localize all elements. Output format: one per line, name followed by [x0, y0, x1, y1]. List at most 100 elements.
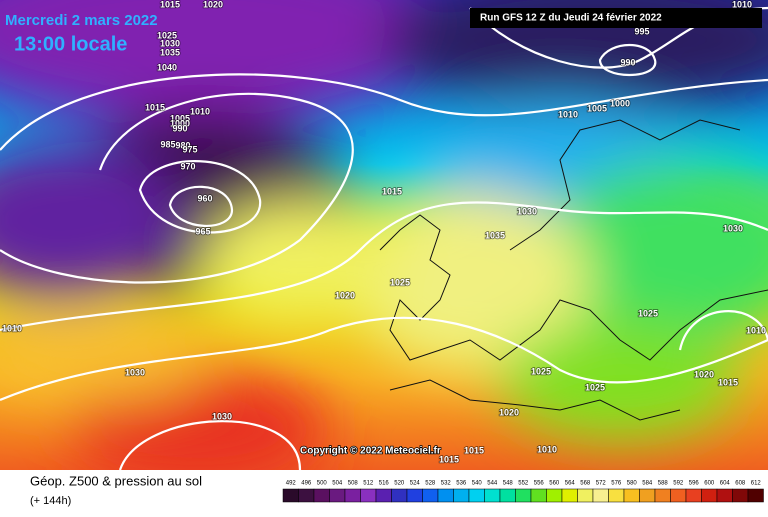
- isobar-label: 1010: [2, 323, 22, 333]
- isobar-label: 1015: [145, 102, 165, 112]
- isobar-label: 1035: [160, 47, 180, 57]
- scale-swatch: [654, 488, 671, 503]
- scale-swatch: [716, 488, 733, 503]
- isobar-label: 1015: [160, 0, 180, 9]
- forecast-date: Mercredi 2 mars 2022: [5, 12, 158, 29]
- color-scale: 492 496 500 504 508 512 516 520 524 528 532 536 540 5…: [282, 481, 764, 503]
- forecast-time: 13:00 locale: [14, 33, 127, 55]
- isobar-label: 1015: [439, 454, 459, 464]
- scale-swatch: [282, 488, 299, 503]
- scale-swatch: [577, 488, 594, 503]
- scale-swatch: [298, 488, 315, 503]
- run-box: [470, 8, 762, 28]
- isobar-label: 1010: [537, 444, 557, 454]
- isobar-label: 975: [182, 144, 197, 154]
- isobar-label: 1015: [718, 377, 738, 387]
- isobar-label: 1020: [335, 290, 355, 300]
- isobar-label: 1010: [732, 0, 752, 9]
- scale-label: 580: [627, 481, 638, 487]
- scale-swatch: [701, 488, 718, 503]
- scale-label: 496: [301, 481, 312, 487]
- scale-swatch: [360, 488, 377, 503]
- isobar-label: 970: [180, 161, 195, 171]
- isobar-label: 1020: [499, 407, 519, 417]
- isobar-label: 1020: [203, 0, 223, 9]
- scale-label: 504: [332, 481, 343, 487]
- scale-swatch: [592, 488, 609, 503]
- isobar-label: 965: [195, 226, 210, 236]
- scale-swatch: [344, 488, 361, 503]
- scale-label: 524: [410, 481, 421, 487]
- isobar-label: 995: [634, 26, 649, 36]
- copyright: Copyright © 2022 Meteociel.fr: [300, 446, 441, 457]
- isobar-label: 1030: [723, 223, 743, 233]
- isobar-label: 1015: [382, 186, 402, 196]
- scale-swatch: [685, 488, 702, 503]
- scale-swatch: [313, 488, 330, 503]
- isobar-label: 1025: [585, 382, 605, 392]
- isobar-label: 1025: [157, 30, 177, 40]
- scale-label: 516: [379, 481, 390, 487]
- scale-swatch: [437, 488, 454, 503]
- isobar-label: 1040: [157, 62, 177, 72]
- scale-label: 508: [348, 481, 359, 487]
- scale-swatch: [468, 488, 485, 503]
- scale-label: 596: [689, 481, 700, 487]
- isobar-label: 1010: [558, 109, 578, 119]
- isobar-label: 1015: [464, 445, 484, 455]
- scale-label: 584: [642, 481, 653, 487]
- scale-label: 568: [580, 481, 591, 487]
- scale-label: 612: [751, 481, 762, 487]
- isobar-label: 990: [620, 57, 635, 67]
- scale-label: 544: [487, 481, 498, 487]
- scale-swatch: [670, 488, 687, 503]
- scale-label: 532: [441, 481, 452, 487]
- isobar-label: 1030: [160, 38, 180, 48]
- scale-swatch: [329, 488, 346, 503]
- isobar-label: 1025: [638, 308, 658, 318]
- scale-label: 512: [363, 481, 374, 487]
- scale-label: 604: [720, 481, 731, 487]
- scale-swatch: [406, 488, 423, 503]
- scale-swatch: [453, 488, 470, 503]
- scale-label: 608: [735, 481, 746, 487]
- scale-swatch: [623, 488, 640, 503]
- scale-swatch: [546, 488, 563, 503]
- isobar-label: 1005: [170, 113, 190, 123]
- scale-label: 560: [549, 481, 560, 487]
- scale-label: 540: [472, 481, 483, 487]
- isobar-label: 1020: [694, 369, 714, 379]
- scale-swatch: [422, 488, 439, 503]
- scale-label: 536: [456, 481, 467, 487]
- scale-label: 588: [658, 481, 669, 487]
- scale-swatch: [608, 488, 625, 503]
- scale-label: 592: [673, 481, 684, 487]
- scale-label: 528: [425, 481, 436, 487]
- run-info: Run GFS 12 Z du Jeudi 24 février 2022: [480, 13, 662, 24]
- isobar-label: 960: [197, 193, 212, 203]
- scale-swatch: [732, 488, 749, 503]
- isobar-label: 1000: [610, 98, 630, 108]
- isobar-label: 990: [172, 123, 187, 133]
- isobar-label: 1035: [485, 230, 505, 240]
- isobar-label: 1000: [170, 118, 190, 128]
- isobar-label: 985: [160, 139, 175, 149]
- isobar-label: 1025: [531, 366, 551, 376]
- isobar-label: 1010: [746, 325, 766, 335]
- scale-swatch: [375, 488, 392, 503]
- scale-swatch: [391, 488, 408, 503]
- isobar-label: 1025: [390, 277, 410, 287]
- scale-label: 552: [518, 481, 529, 487]
- scale-label: 600: [704, 481, 715, 487]
- isobar-label: 980: [175, 140, 190, 150]
- scale-swatch: [530, 488, 547, 503]
- scale-label: 564: [565, 481, 576, 487]
- footer-lead: (+ 144h): [30, 495, 71, 507]
- scale-label: 576: [611, 481, 622, 487]
- scale-swatch: [747, 488, 764, 503]
- scale-label: 492: [286, 481, 297, 487]
- isobars: [0, 6, 768, 470]
